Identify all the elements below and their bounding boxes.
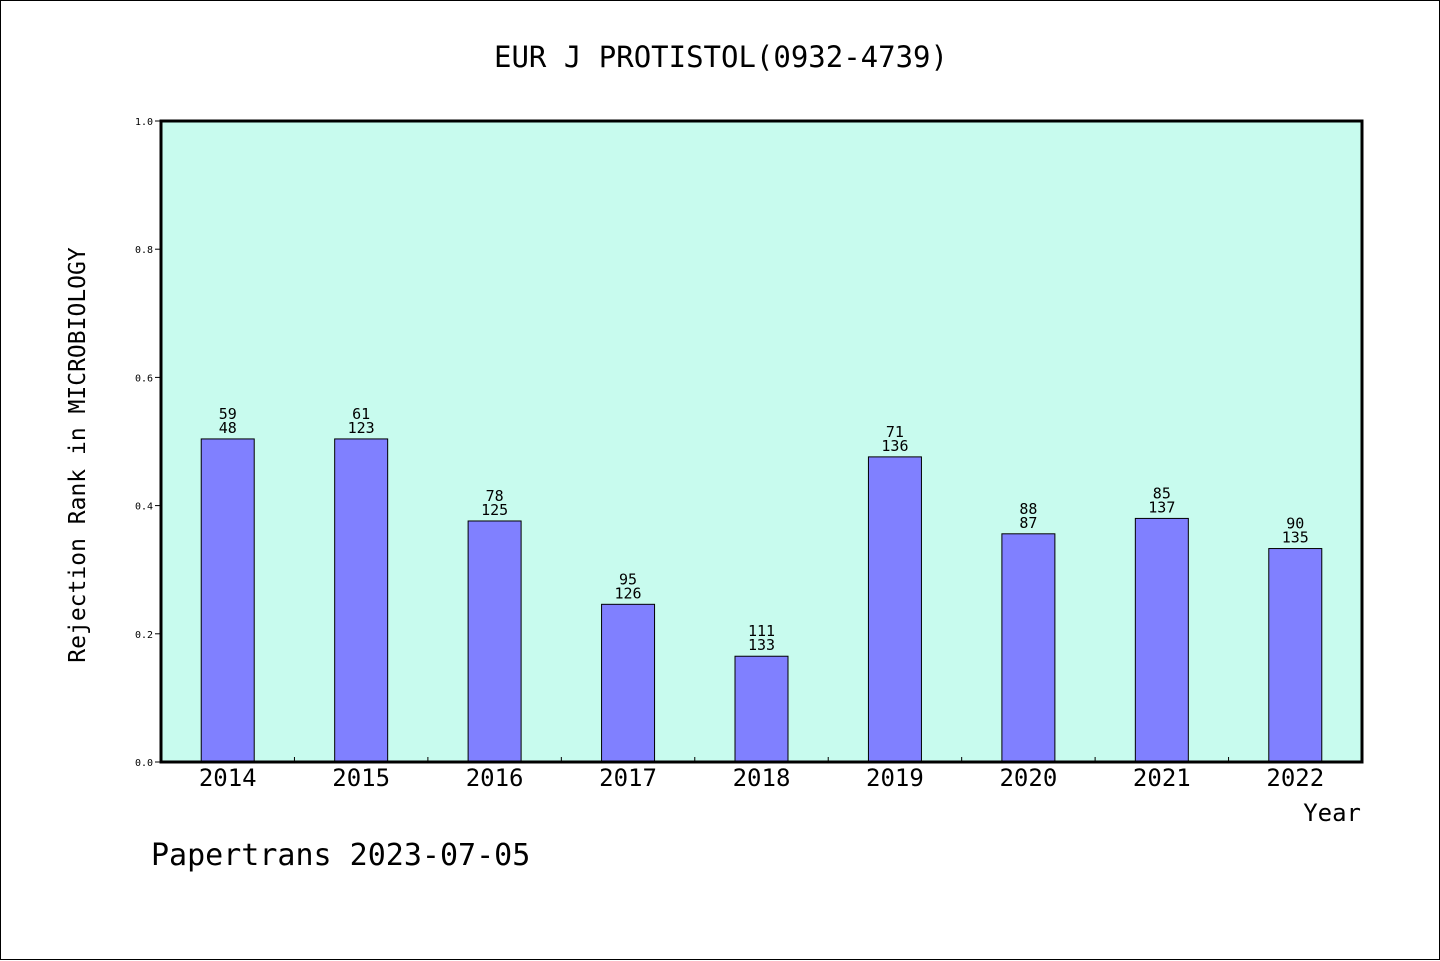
- bar: [200, 438, 255, 763]
- data-label-top: 59: [219, 405, 237, 423]
- y-tick-label: 0.4: [135, 502, 153, 513]
- data-label-top: 90: [1286, 515, 1304, 533]
- x-axis: 2014 2015 2016 2017 2018 2019 2020 2021 2022: [199, 757, 1324, 792]
- data-label-top: 111: [748, 622, 775, 640]
- y-tick-label: 0.0: [135, 758, 153, 769]
- x-tick-label: 2017: [599, 764, 657, 792]
- data-label-top: 78: [486, 487, 504, 505]
- bar: [734, 655, 789, 763]
- y-tick-label: 1.0: [135, 117, 153, 128]
- bar: [467, 520, 522, 763]
- data-label-bottom: 135: [1282, 529, 1309, 547]
- y-axis: 0.0 0.2 0.4 0.6 0.8 1.0: [135, 117, 161, 769]
- y-tick-label: 0.8: [135, 245, 153, 256]
- data-label-bottom: 126: [615, 584, 642, 602]
- data-label-top: 71: [886, 423, 904, 441]
- plot-border: [159, 119, 1364, 764]
- x-tick-label: 2018: [733, 764, 791, 792]
- bar: [867, 456, 922, 763]
- data-label-bottom: 125: [481, 501, 508, 519]
- bar: [1268, 548, 1323, 763]
- footer-text: Papertrans 2023-07-05: [151, 838, 530, 873]
- data-label-bottom: 48: [219, 419, 237, 437]
- x-tick-label: 2015: [332, 764, 390, 792]
- y-tick-label: 0.2: [135, 630, 153, 641]
- y-tick-label: 0.6: [135, 373, 153, 384]
- bar: [334, 438, 389, 763]
- data-label-top: 85: [1153, 484, 1171, 502]
- x-tick-label: 2014: [199, 764, 257, 792]
- data-label-bottom: 137: [1148, 498, 1175, 516]
- data-label-bottom: 136: [881, 437, 908, 455]
- data-label-bottom: 87: [1019, 514, 1037, 532]
- data-label-bottom: 123: [348, 419, 375, 437]
- x-tick-label: 2016: [466, 764, 524, 792]
- bar: [601, 603, 656, 763]
- data-label-top: 88: [1019, 500, 1037, 518]
- bar: [1134, 517, 1189, 763]
- y-axis-label: Rejection Rank in MICROBIOLOGY: [65, 247, 91, 663]
- x-tick-label: 2020: [999, 764, 1057, 792]
- bars-group: [200, 438, 1323, 763]
- data-label-top: 95: [619, 570, 637, 588]
- x-tick-label: 2019: [866, 764, 924, 792]
- data-label-bottom: 133: [748, 636, 775, 654]
- bar: [1001, 533, 1056, 763]
- chart-title: EUR J PROTISTOL(0932-4739): [494, 40, 948, 74]
- data-label-top: 61: [352, 405, 370, 423]
- x-tick-label: 2021: [1133, 764, 1191, 792]
- x-tick-label: 2022: [1266, 764, 1324, 792]
- x-axis-label: Year: [1303, 799, 1361, 827]
